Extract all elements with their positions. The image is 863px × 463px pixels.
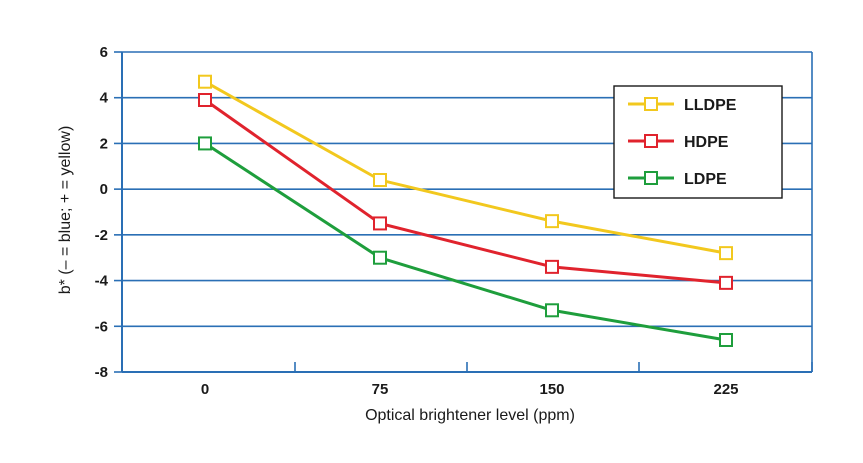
data-point xyxy=(545,214,559,229)
legend-item-hdpe: HDPE xyxy=(628,134,729,151)
series-line xyxy=(204,98,727,285)
legend-label: LDPE xyxy=(684,171,727,188)
x-tick-label: 0 xyxy=(201,381,209,398)
series-hdpe xyxy=(198,93,733,290)
data-point xyxy=(719,246,733,261)
x-tick-label: 225 xyxy=(713,381,738,398)
x-tick-labels: 0 75 150 225 xyxy=(201,381,739,398)
y-tick-label: -4 xyxy=(95,273,109,290)
legend-item-lldpe: LLDPE xyxy=(628,97,737,114)
y-tick-label: 0 xyxy=(100,181,108,198)
data-point xyxy=(719,275,733,290)
y-tick-label: -8 xyxy=(95,364,108,381)
data-point xyxy=(545,259,559,274)
y-tick-labels: 6 4 2 0 -2 -4 -6 -8 xyxy=(95,44,109,381)
series-line xyxy=(204,142,727,342)
series-lldpe xyxy=(198,74,733,261)
y-tick-label: 2 xyxy=(100,135,108,152)
legend-swatch-marker xyxy=(644,97,658,111)
legend-swatch-marker xyxy=(644,171,658,185)
legend-label: LLDPE xyxy=(684,97,737,114)
data-point xyxy=(719,333,733,347)
x-axis-label: Optical brightener level (ppm) xyxy=(365,407,575,424)
data-point xyxy=(198,93,212,107)
legend-swatch-marker xyxy=(644,134,658,148)
data-point xyxy=(373,250,387,265)
y-axis-label: b* (– = blue; + = yellow) xyxy=(57,126,74,295)
x-tick-label: 75 xyxy=(372,381,389,398)
series-line xyxy=(204,80,727,255)
axes xyxy=(114,51,813,373)
y-tick-label: -2 xyxy=(95,227,108,244)
y-tick-label: 6 xyxy=(100,44,108,61)
legend-label: HDPE xyxy=(684,134,729,151)
y-tick-label: -6 xyxy=(95,318,108,335)
series-ldpe xyxy=(198,136,733,347)
series-group xyxy=(198,74,733,347)
x-tick-label: 150 xyxy=(539,381,564,398)
data-point xyxy=(198,74,212,89)
data-point xyxy=(373,216,387,231)
data-point xyxy=(373,173,387,187)
grid-lines xyxy=(122,51,812,328)
data-point xyxy=(545,303,559,318)
y-tick-label: 4 xyxy=(100,90,109,107)
legend-item-ldpe: LDPE xyxy=(628,171,727,188)
data-point xyxy=(198,136,212,151)
legend: LLDPE HDPE LDPE xyxy=(613,85,783,199)
